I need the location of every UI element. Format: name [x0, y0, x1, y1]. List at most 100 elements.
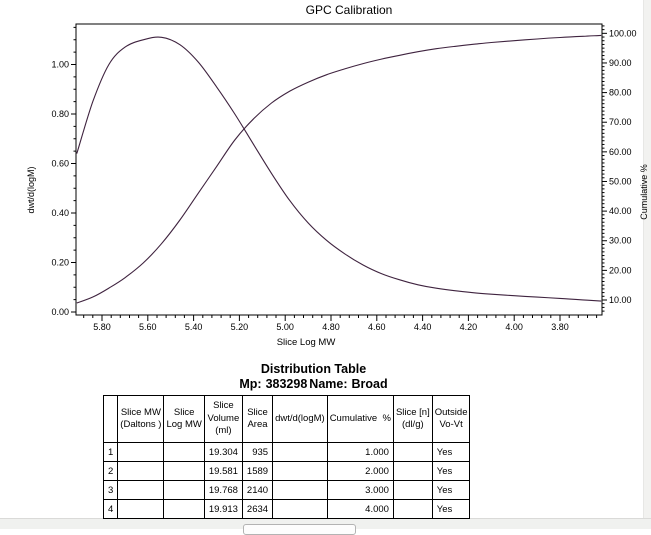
- name-value: Broad: [351, 377, 388, 391]
- table-cell: [163, 461, 205, 481]
- table-cell: 2.000: [326, 461, 394, 481]
- table-row: 4 19.913 2634 4.000 Yes: [102, 499, 471, 519]
- column-header: [102, 395, 119, 443]
- table-cell: 2140: [241, 480, 274, 500]
- table-cell: [117, 480, 165, 500]
- table-cell: Yes: [431, 442, 471, 462]
- table-body: 1 19.304 935 1.000 Yes 2 19.581 1589 2.000 Yes 3 19…: [102, 442, 471, 519]
- svg-text:0.20: 0.20: [51, 258, 69, 268]
- svg-text:4.60: 4.60: [368, 322, 386, 332]
- column-header: Slice Area: [241, 395, 274, 443]
- horizontal-scrollbar-thumb[interactable]: [243, 524, 356, 535]
- svg-text:20.00: 20.00: [609, 265, 632, 275]
- svg-text:90.00: 90.00: [609, 58, 632, 68]
- svg-text:4.20: 4.20: [460, 322, 478, 332]
- svg-text:0.00: 0.00: [51, 307, 69, 317]
- table-cell: 3.000: [326, 480, 394, 500]
- table-cell: [272, 442, 328, 462]
- table-cell: 1.000: [326, 442, 394, 462]
- svg-text:4.40: 4.40: [414, 322, 432, 332]
- table-cell: [163, 499, 205, 519]
- svg-text:0.40: 0.40: [51, 208, 69, 218]
- header-row: Slice MW (Daltons ) Slice Log MW Slice Volume…: [102, 395, 471, 443]
- table-cell: [392, 499, 433, 519]
- svg-text:5.40: 5.40: [185, 322, 203, 332]
- column-header: Slice Volume (ml): [203, 395, 243, 443]
- svg-text:70.00: 70.00: [609, 117, 632, 127]
- svg-text:0.60: 0.60: [51, 159, 69, 169]
- table-cell: 19.768: [203, 480, 243, 500]
- plot-border: [75, 23, 603, 316]
- svg-text:50.00: 50.00: [609, 176, 632, 186]
- table-cell: [117, 442, 165, 462]
- table-cell: [117, 499, 165, 519]
- table-head: Slice MW (Daltons ) Slice Log MW Slice Volume…: [102, 395, 471, 443]
- left-axis-title: dwt/d(logM): [26, 166, 36, 213]
- mp-value: 383298: [265, 377, 308, 391]
- svg-text:100.00: 100.00: [609, 28, 637, 38]
- distribution-table-title: Distribution Table: [260, 362, 367, 376]
- table-cell: Yes: [431, 480, 471, 500]
- vertical-scrollbar[interactable]: [643, 0, 651, 518]
- svg-text:5.00: 5.00: [276, 322, 294, 332]
- table-row: 3 19.768 2140 3.000 Yes: [102, 480, 471, 500]
- table-row: 1 19.304 935 1.000 Yes: [102, 442, 471, 462]
- table-cell: 935: [241, 442, 274, 462]
- table-cell: [163, 480, 205, 500]
- table-cell: 2634: [241, 499, 274, 519]
- table-cell: [392, 480, 433, 500]
- svg-text:5.80: 5.80: [93, 322, 111, 332]
- row-number-cell: 2: [102, 461, 119, 481]
- table-cell: 4.000: [326, 499, 394, 519]
- table-cell: Yes: [431, 499, 471, 519]
- table-cell: [272, 480, 328, 500]
- svg-text:5.60: 5.60: [139, 322, 157, 332]
- svg-text:5.20: 5.20: [231, 322, 249, 332]
- table-cell: [392, 461, 433, 481]
- svg-text:10.00: 10.00: [609, 295, 632, 305]
- right-axis-title: Cumulative %: [639, 164, 649, 220]
- table-cell: 1589: [241, 461, 274, 481]
- table-cell: Yes: [431, 461, 471, 481]
- row-number-cell: 3: [102, 480, 119, 500]
- table-cell: [272, 461, 328, 481]
- svg-text:80.00: 80.00: [609, 88, 632, 98]
- name-label: Name:: [309, 377, 348, 391]
- svg-text:60.00: 60.00: [609, 147, 632, 157]
- gpc-calibration-chart: GPC Calibration 5.80 5.60 5.40 5.20 5.00 4.80 4…: [26, 3, 649, 348]
- row-number-cell: 1: [102, 442, 119, 462]
- x-axis: 5.80 5.60 5.40 5.20 5.00 4.80 4.60 4.40 4.20 4.00…: [83, 315, 598, 348]
- table-cell: [117, 461, 165, 481]
- chart-title: GPC Calibration: [306, 3, 393, 17]
- table-cell: [272, 499, 328, 519]
- column-header: Slice Log MW: [163, 395, 205, 443]
- table-cell: [163, 442, 205, 462]
- table-cell: 19.304: [203, 442, 243, 462]
- svg-text:4.00: 4.00: [505, 322, 523, 332]
- right-axis: 10.00 20.00 30.00 40.00 50.00 60.00 70.00 80.00…: [602, 25, 649, 312]
- column-header: Cumulative %: [326, 395, 394, 443]
- column-header: Outside Vo-Vt: [431, 395, 471, 443]
- table-row: 2 19.581 1589 2.000 Yes: [102, 461, 471, 481]
- distribution-table: Slice MW (Daltons ) Slice Log MW Slice Volume…: [102, 395, 471, 519]
- x-axis-title: Slice Log MW: [277, 337, 336, 348]
- svg-text:1.00: 1.00: [51, 60, 69, 70]
- column-header: dwt/d(logM): [272, 395, 328, 443]
- svg-text:4.80: 4.80: [322, 322, 340, 332]
- column-header: Slice [n] (dl/g): [392, 395, 433, 443]
- table-cell: 19.913: [203, 499, 243, 519]
- column-header: Slice MW (Daltons ): [117, 395, 165, 443]
- left-axis: 0.00 0.20 0.40 0.60 0.80 1.00 dwt/d(logM): [26, 26, 76, 317]
- table-cell: 19.581: [203, 461, 243, 481]
- distribution-table-subtitle: Mp: 383298 Name: Broad: [103, 377, 524, 391]
- dwt-curve: [76, 36, 602, 302]
- cumulative-curve: [76, 34, 602, 304]
- row-number-cell: 4: [102, 499, 119, 519]
- svg-text:0.80: 0.80: [51, 109, 69, 119]
- svg-text:3.80: 3.80: [551, 322, 569, 332]
- table-cell: [392, 442, 433, 462]
- mp-label: Mp:: [239, 377, 262, 391]
- svg-text:40.00: 40.00: [609, 206, 632, 216]
- svg-text:30.00: 30.00: [609, 236, 632, 246]
